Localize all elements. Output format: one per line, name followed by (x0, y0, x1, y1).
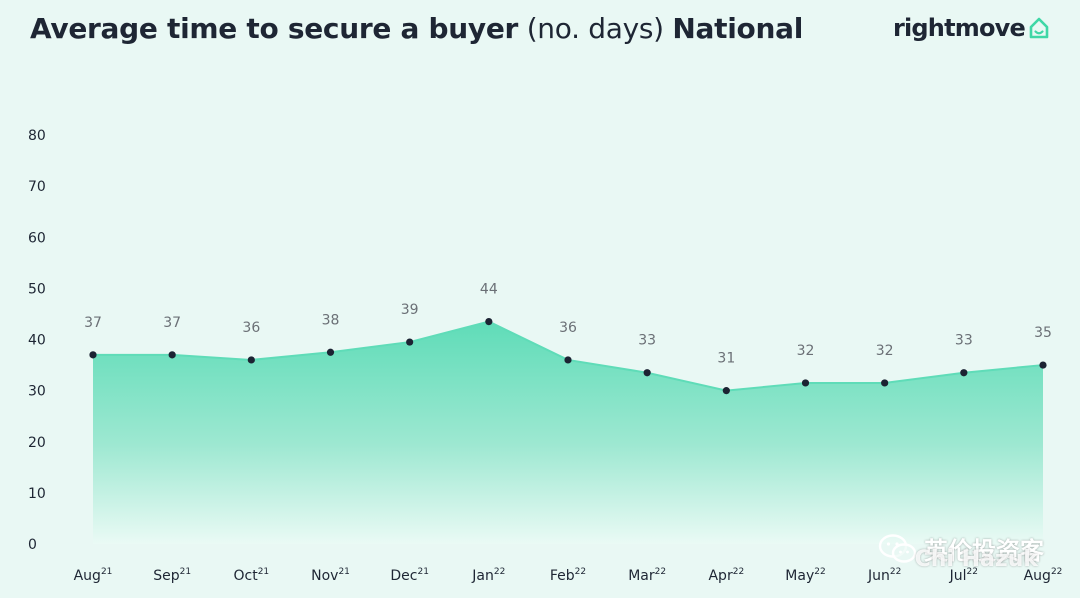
x-tick-label: Mar22 (628, 567, 666, 584)
y-tick-label: 10 (28, 486, 46, 502)
title-main: Average time to secure a buyer (30, 12, 519, 45)
data-label: 31 (717, 351, 735, 367)
wechat-icon (878, 533, 918, 565)
x-tick-label: Jul22 (949, 567, 978, 584)
watermark-handle: Chi Hazuk (914, 547, 1038, 572)
data-label: 36 (242, 320, 260, 336)
x-tick-label: Sep21 (153, 567, 191, 584)
data-point (564, 356, 572, 364)
data-label: 32 (876, 343, 894, 359)
house-outline-icon (1028, 16, 1050, 40)
x-tick-label: Apr22 (708, 567, 744, 584)
data-point (247, 356, 255, 364)
data-label: 33 (638, 333, 656, 349)
x-tick-label: Jan22 (471, 567, 505, 584)
y-tick-label: 30 (28, 384, 46, 400)
y-tick-label: 20 (28, 435, 46, 451)
y-tick-label: 60 (28, 230, 46, 246)
data-point (326, 348, 335, 356)
data-point (168, 351, 176, 359)
data-label: 37 (163, 315, 181, 331)
y-tick-label: 80 (28, 128, 46, 144)
y-axis: 0 10 20 30 40 50 60 70 80 (28, 128, 46, 553)
data-point (485, 318, 493, 326)
watermark: 英伦投资客 Chi Hazuk (878, 531, 1044, 572)
data-label: 35 (1034, 325, 1052, 341)
y-tick-label: 0 (28, 537, 37, 553)
data-labels: 37 37 36 38 39 44 36 33 31 32 32 33 35 (84, 282, 1052, 367)
data-label: 44 (480, 282, 498, 298)
x-tick-label: May22 (785, 567, 825, 584)
title-scope: National (672, 12, 803, 45)
data-label: 36 (559, 320, 577, 336)
data-point (643, 369, 651, 377)
x-tick-label: Dec21 (390, 567, 429, 584)
data-point (960, 369, 968, 377)
x-tick-label: Nov21 (311, 567, 350, 584)
data-label: 33 (955, 333, 973, 349)
x-tick-label: Aug22 (1024, 567, 1063, 584)
y-tick-label: 50 (28, 281, 46, 297)
x-tick-label: Jun22 (867, 567, 901, 584)
y-tick-label: 40 (28, 333, 46, 349)
data-point (1039, 361, 1047, 369)
rightmove-logo: rightmove (893, 14, 1050, 42)
x-tick-label: Oct21 (233, 567, 269, 584)
area-series (93, 321, 1043, 544)
x-tick-label: Feb22 (550, 567, 586, 584)
x-axis: Aug21 Sep21 Oct21 Nov21 Dec21 Jan22 Feb22 Mar22… (74, 567, 1063, 584)
data-label: 39 (401, 302, 419, 318)
data-label: 37 (84, 315, 102, 331)
data-point (881, 379, 889, 387)
data-label: 32 (797, 343, 815, 359)
logo-text: rightmove (892, 14, 1026, 42)
title-units: (no. days) (526, 12, 664, 45)
watermark-text: 英伦投资客 (924, 537, 1044, 565)
data-point (722, 387, 730, 395)
data-point (89, 351, 97, 359)
x-tick-label: Aug21 (74, 567, 113, 584)
y-tick-label: 70 (28, 179, 46, 195)
data-point (801, 379, 810, 387)
data-point (406, 338, 414, 346)
data-markers (89, 318, 1047, 395)
data-label: 38 (322, 312, 340, 328)
chart-title: Average time to secure a buyer (no. days… (30, 12, 803, 45)
